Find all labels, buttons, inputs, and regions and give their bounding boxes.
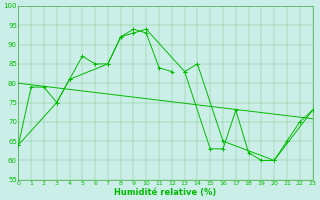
X-axis label: Humidité relative (%): Humidité relative (%) [114, 188, 217, 197]
